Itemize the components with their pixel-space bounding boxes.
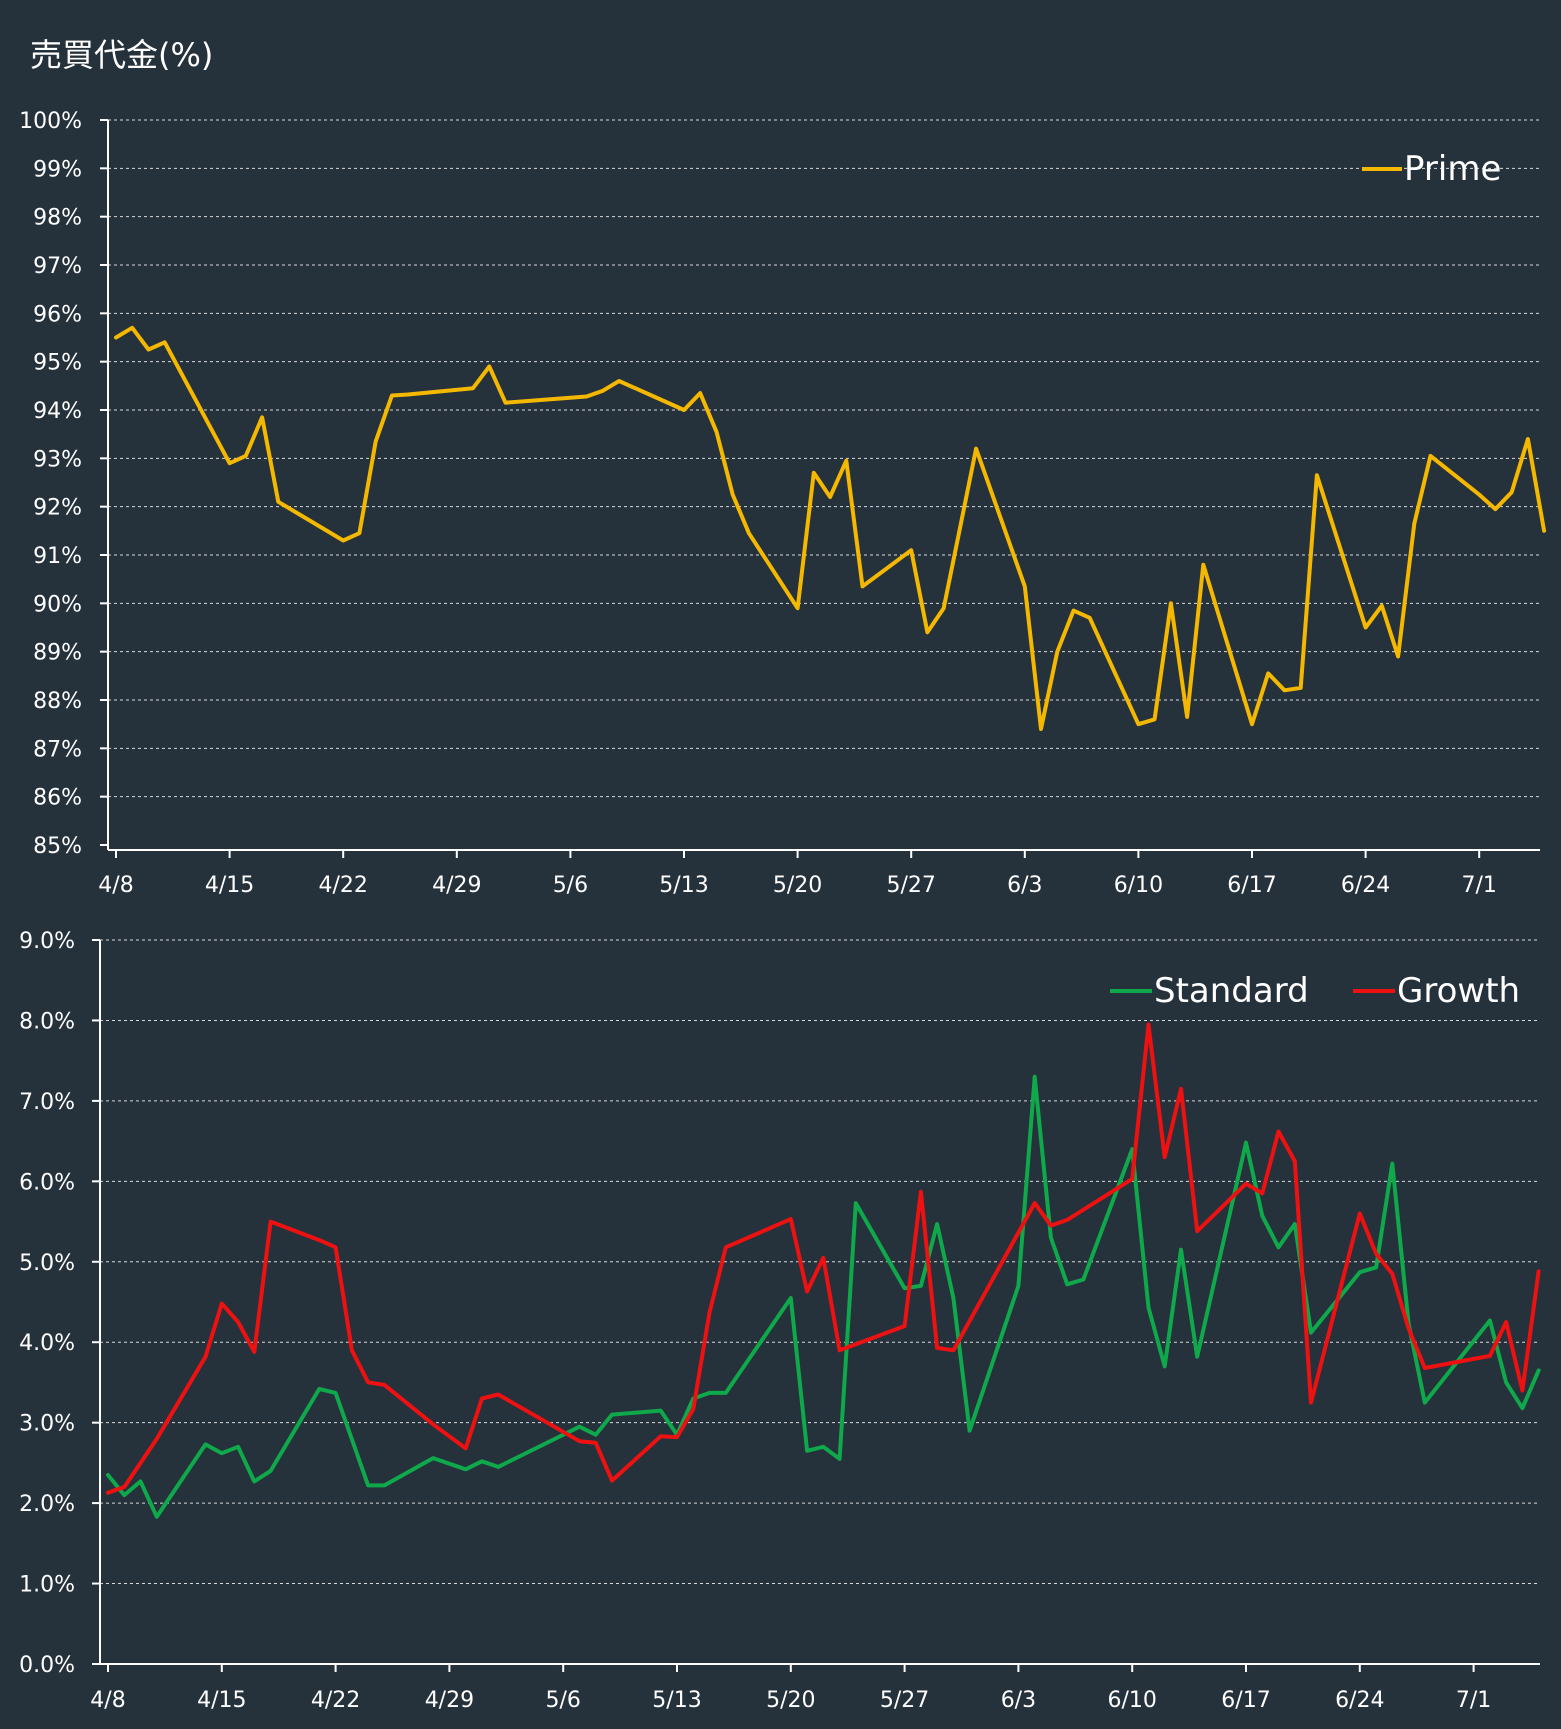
x-tick-label: 6/3 bbox=[1001, 1688, 1036, 1713]
y-tick-label: 8.0% bbox=[19, 1009, 75, 1034]
series-line-prime bbox=[114, 325, 1547, 731]
y-tick-label: 85% bbox=[33, 834, 82, 859]
series-line-growth bbox=[106, 1022, 1541, 1495]
x-tick-label: 4/15 bbox=[205, 873, 254, 898]
page-title: 売買代金(%) bbox=[30, 36, 214, 74]
x-tick-label: 4/29 bbox=[432, 873, 481, 898]
x-tick-label: 5/27 bbox=[886, 873, 935, 898]
y-tick-label: 5.0% bbox=[19, 1251, 75, 1276]
x-tick-label: 6/17 bbox=[1221, 1688, 1270, 1713]
y-tick-label: 91% bbox=[33, 544, 82, 569]
y-tick-label: 94% bbox=[33, 399, 82, 424]
y-tick-label: 4.0% bbox=[19, 1331, 75, 1356]
y-tick-label: 7.0% bbox=[19, 1090, 75, 1115]
legend-label-prime: Prime bbox=[1404, 149, 1501, 189]
legend-label-growth: Growth bbox=[1397, 971, 1520, 1011]
x-tick-label: 5/27 bbox=[880, 1688, 929, 1713]
x-tick-label: 6/3 bbox=[1007, 873, 1042, 898]
y-tick-label: 1.0% bbox=[19, 1573, 75, 1598]
y-tick-label: 3.0% bbox=[19, 1412, 75, 1437]
y-tick-label: 96% bbox=[33, 302, 82, 327]
x-tick-label: 5/20 bbox=[773, 873, 822, 898]
x-tick-label: 7/1 bbox=[1461, 873, 1496, 898]
y-tick-label: 6.0% bbox=[19, 1170, 75, 1195]
x-tick-label: 6/10 bbox=[1114, 873, 1163, 898]
x-tick-label: 5/20 bbox=[766, 1688, 815, 1713]
y-tick-label: 9.0% bbox=[19, 929, 75, 954]
x-tick-label: 4/22 bbox=[311, 1688, 360, 1713]
x-tick-label: 5/13 bbox=[659, 873, 708, 898]
y-tick-label: 89% bbox=[33, 641, 82, 666]
y-tick-label: 92% bbox=[33, 496, 82, 521]
x-tick-label: 5/13 bbox=[652, 1688, 701, 1713]
y-tick-label: 95% bbox=[33, 351, 82, 376]
y-tick-label: 88% bbox=[33, 689, 82, 714]
legend-label-standard: Standard bbox=[1154, 971, 1309, 1011]
x-tick-label: 5/6 bbox=[553, 873, 588, 898]
y-tick-label: 97% bbox=[33, 254, 82, 279]
x-tick-label: 6/10 bbox=[1107, 1688, 1156, 1713]
x-tick-label: 5/6 bbox=[545, 1688, 580, 1713]
x-tick-label: 6/24 bbox=[1341, 873, 1390, 898]
y-tick-label: 87% bbox=[33, 737, 82, 762]
x-tick-label: 4/8 bbox=[90, 1688, 125, 1713]
y-tick-label: 90% bbox=[33, 592, 82, 617]
series-line-standard bbox=[106, 1074, 1541, 1519]
x-tick-label: 6/17 bbox=[1227, 873, 1276, 898]
y-tick-label: 2.0% bbox=[19, 1492, 75, 1517]
x-tick-label: 4/8 bbox=[98, 873, 133, 898]
x-tick-label: 7/1 bbox=[1456, 1688, 1491, 1713]
x-tick-label: 4/29 bbox=[425, 1688, 474, 1713]
x-tick-label: 6/24 bbox=[1335, 1688, 1384, 1713]
y-tick-label: 99% bbox=[33, 157, 82, 182]
y-tick-label: 98% bbox=[33, 206, 82, 231]
y-tick-label: 0.0% bbox=[19, 1653, 75, 1678]
y-tick-label: 100% bbox=[19, 109, 82, 134]
y-tick-label: 86% bbox=[33, 786, 82, 811]
x-tick-label: 4/15 bbox=[197, 1688, 246, 1713]
x-tick-label: 4/22 bbox=[318, 873, 367, 898]
y-tick-label: 93% bbox=[33, 447, 82, 472]
